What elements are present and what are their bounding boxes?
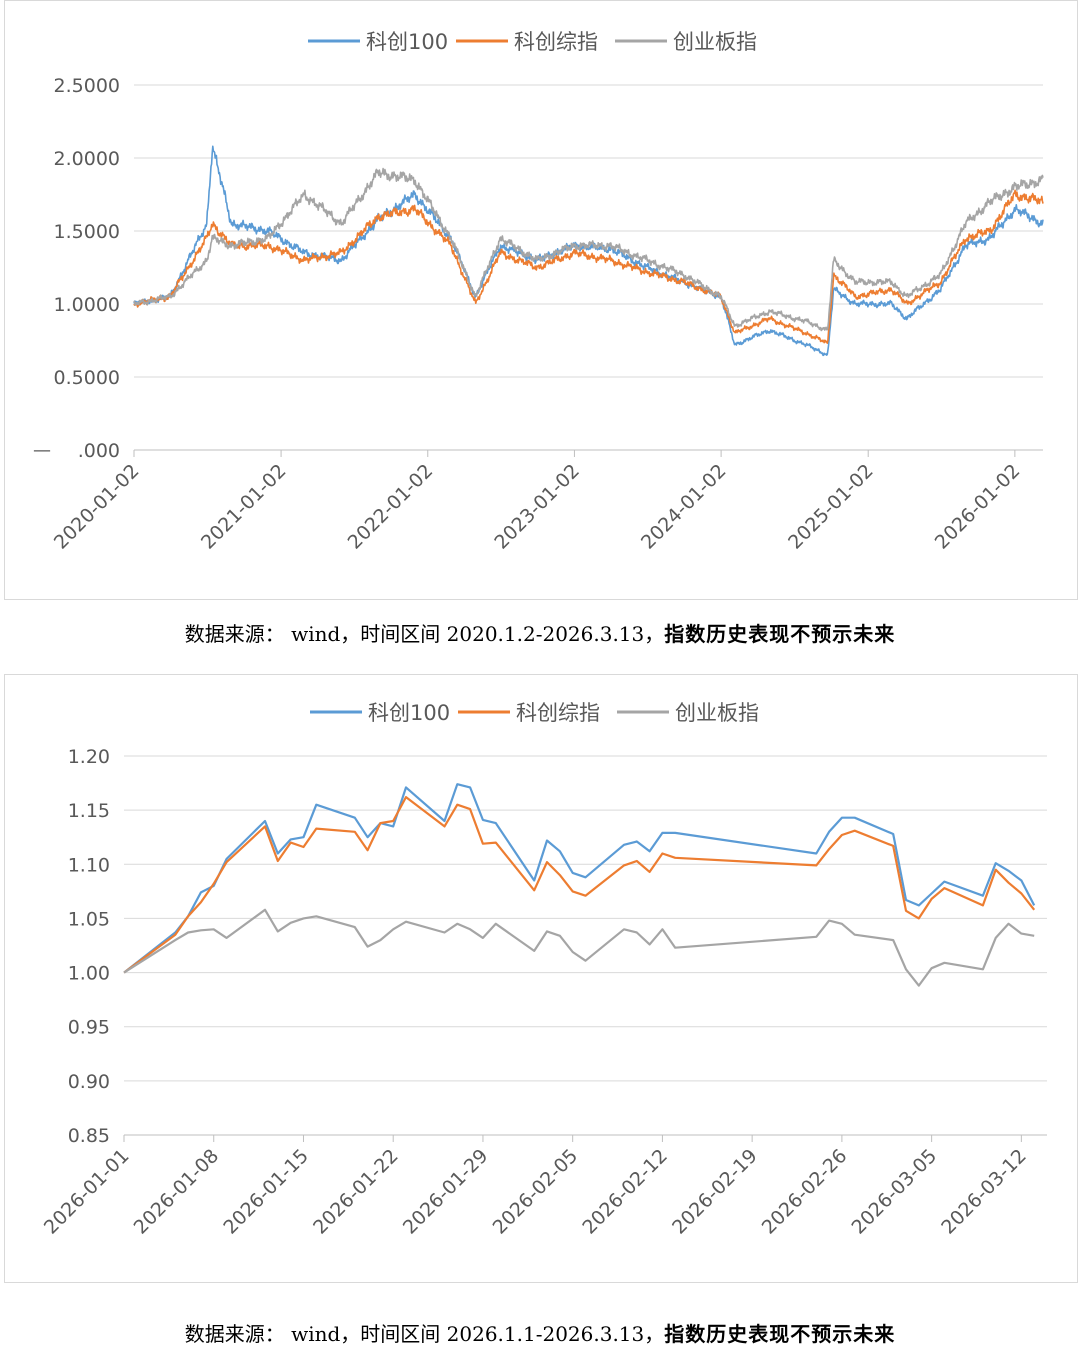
x-tick-label: 2026-03-12 bbox=[937, 1145, 1031, 1239]
chart-2: 1.201.151.101.051.000.950.900.852026-01-… bbox=[40, 701, 1047, 1239]
x-tick-label: 2021-01-02 bbox=[197, 460, 291, 554]
x-tick-label: 2026-02-19 bbox=[668, 1145, 762, 1239]
y-tick-label: 1.0000 bbox=[54, 294, 120, 316]
y-tick-label: 1.10 bbox=[68, 854, 110, 876]
legend-entry-2: 科创综指 bbox=[516, 701, 600, 725]
y-tick-label: 0.85 bbox=[68, 1125, 110, 1147]
x-tick-label: 2026-01-02 bbox=[931, 460, 1025, 554]
series-line-3 bbox=[123, 908, 1035, 987]
caption-1-disclaimer: 指数历史表现不预示未来 bbox=[664, 622, 896, 646]
chart-1: 2.5000 2.0000 1.5000 1.0000 0.5000 .000 —2020-… bbox=[33, 30, 1044, 554]
y-tick-label: 0.5000 bbox=[54, 367, 120, 389]
legend-entry-1: 科创100 bbox=[366, 30, 448, 54]
x-tick-label: 2026-01-08 bbox=[130, 1145, 224, 1239]
x-tick-label: 2026-02-05 bbox=[489, 1145, 583, 1239]
y-tick-label: 2.5000 bbox=[54, 75, 120, 97]
caption-1-text: 数据来源： wind，时间区间 2020.1.2-2026.3.13， bbox=[184, 622, 665, 646]
x-tick-label: 2026-01-29 bbox=[399, 1145, 493, 1239]
x-tick-label: 2025-01-02 bbox=[784, 460, 878, 554]
source-caption-1: 数据来源： wind，时间区间 2020.1.2-2026.3.13，指数历史表… bbox=[0, 618, 1080, 647]
y-tick-label: 1.00 bbox=[68, 963, 110, 985]
x-tick-label: 2020-01-02 bbox=[50, 460, 144, 554]
series-line-2 bbox=[133, 189, 1044, 344]
series-line-1 bbox=[123, 783, 1036, 974]
caption-2-disclaimer: 指数历史表现不预示未来 bbox=[664, 1322, 896, 1346]
y-tick-prefix: — bbox=[33, 440, 51, 461]
caption-2-text: 数据来源： wind，时间区间 2026.1.1-2026.3.13， bbox=[184, 1322, 665, 1346]
legend-entry-2: 科创综指 bbox=[514, 30, 598, 54]
y-tick-label: 0.95 bbox=[68, 1017, 110, 1039]
x-tick-label: 2026-02-12 bbox=[578, 1145, 672, 1239]
x-tick-label: 2024-01-02 bbox=[637, 460, 731, 554]
y-tick-label: 1.15 bbox=[68, 800, 110, 822]
source-caption-2: 数据来源： wind，时间区间 2026.1.1-2026.3.13，指数历史表… bbox=[0, 1318, 1080, 1347]
x-tick-label: 2023-01-02 bbox=[490, 460, 584, 554]
chart-panel-1: 2.5000 2.0000 1.5000 1.0000 0.5000 .000 —2020-… bbox=[4, 0, 1078, 600]
x-tick-label: 2022-01-02 bbox=[344, 460, 438, 554]
x-tick-label: 2026-01-01 bbox=[40, 1145, 134, 1239]
legend-entry-3: 创业板指 bbox=[673, 30, 757, 54]
x-tick-label: 2026-01-15 bbox=[219, 1145, 313, 1239]
legend-entry-3: 创业板指 bbox=[675, 701, 759, 725]
series-line-1 bbox=[133, 145, 1044, 357]
y-tick-label: 1.20 bbox=[68, 746, 110, 768]
legend-entry-1: 科创100 bbox=[368, 701, 450, 725]
chart-panel-2: 1.20 1.15 1.10 1.05 1.00 0.95 0.90 0.85 2026-01-… bbox=[4, 674, 1078, 1283]
y-tick-label: 0.90 bbox=[68, 1071, 110, 1093]
y-tick-label: 2.0000 bbox=[54, 148, 120, 170]
x-tick-label: 2026-01-22 bbox=[309, 1145, 403, 1239]
y-tick-label: 1.05 bbox=[68, 908, 110, 930]
y-tick-label: 1.5000 bbox=[54, 221, 120, 243]
series-line-2 bbox=[123, 796, 1036, 974]
x-tick-label: 2026-03-05 bbox=[848, 1145, 942, 1239]
y-tick-label: .000 bbox=[78, 440, 120, 462]
x-tick-label: 2026-02-26 bbox=[758, 1145, 852, 1239]
series-line-3 bbox=[133, 167, 1044, 332]
